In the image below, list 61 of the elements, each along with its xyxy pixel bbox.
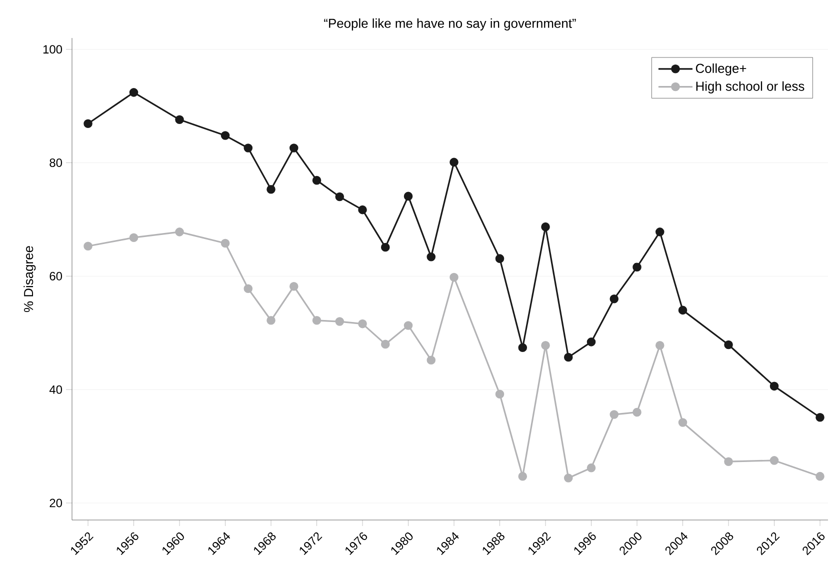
point: [358, 205, 367, 214]
chart-title: “People like me have no say in government”: [324, 18, 576, 30]
point: [816, 472, 824, 481]
legend-label: College+: [696, 63, 746, 76]
point: [724, 457, 733, 466]
y-tick-label: 80: [50, 158, 62, 167]
point: [175, 115, 184, 124]
y-tick-label: 60: [50, 272, 62, 280]
point: [450, 272, 458, 282]
point: [564, 352, 573, 362]
point: [495, 254, 504, 263]
point: [816, 412, 824, 422]
point: [426, 252, 436, 262]
y-axis-title: % Disagree: [24, 246, 36, 312]
y-tick-label: 40: [49, 385, 62, 394]
point: [84, 242, 92, 251]
point: [770, 456, 779, 465]
point: [770, 382, 779, 391]
point: [610, 294, 619, 304]
point: [655, 228, 664, 236]
point: [220, 131, 230, 140]
point: [266, 185, 276, 194]
point: [312, 316, 322, 325]
point: [380, 242, 390, 252]
point: [541, 340, 550, 350]
point: [678, 306, 688, 315]
point: [404, 192, 413, 201]
point: [358, 319, 367, 328]
point: [244, 144, 253, 152]
y-tick-label: 100: [43, 45, 62, 54]
point: [312, 176, 322, 185]
point: [426, 356, 436, 364]
point: [289, 282, 298, 291]
point: [380, 340, 390, 349]
point: [564, 474, 573, 482]
point: [495, 390, 504, 399]
point: [586, 338, 596, 346]
point: [220, 238, 230, 248]
point: [244, 284, 253, 294]
point: [610, 410, 619, 419]
point: [541, 222, 550, 232]
point: [586, 463, 596, 472]
point: [655, 340, 664, 350]
point: [518, 343, 528, 352]
point: [175, 228, 184, 236]
point: [335, 317, 344, 326]
point: [678, 418, 688, 427]
point: [724, 340, 733, 350]
point: [84, 119, 92, 128]
point: [632, 262, 642, 272]
point: [450, 158, 458, 167]
legend-label: High school or less: [696, 81, 804, 94]
point: [289, 144, 298, 152]
point: [129, 88, 138, 97]
point: [129, 233, 138, 242]
y-tick-label: 20: [50, 498, 62, 508]
point: [335, 192, 344, 202]
point: [632, 408, 642, 417]
point: [404, 321, 413, 330]
point: [266, 316, 276, 325]
point: [518, 472, 528, 481]
